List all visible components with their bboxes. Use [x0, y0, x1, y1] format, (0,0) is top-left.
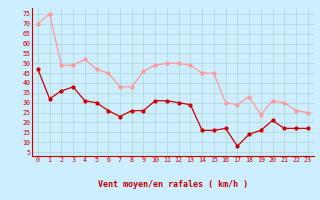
X-axis label: Vent moyen/en rafales ( km/h ): Vent moyen/en rafales ( km/h )	[98, 180, 248, 189]
